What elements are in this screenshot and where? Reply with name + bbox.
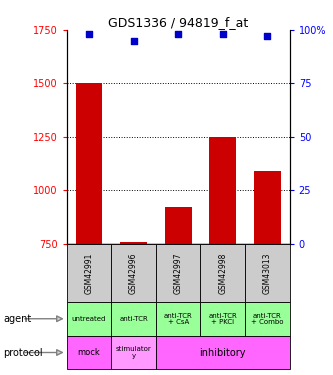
- Bar: [120, 242, 147, 244]
- Text: GSM42996: GSM42996: [129, 252, 138, 294]
- Bar: [200, 244, 245, 302]
- Point: [265, 33, 270, 39]
- Bar: [156, 244, 200, 302]
- Bar: [200, 302, 245, 336]
- Text: stimulator
y: stimulator y: [116, 346, 152, 359]
- Bar: [245, 302, 290, 336]
- Text: anti-TCR
+ Combo: anti-TCR + Combo: [251, 312, 284, 325]
- Title: GDS1336 / 94819_f_at: GDS1336 / 94819_f_at: [108, 16, 248, 29]
- Bar: [209, 137, 236, 244]
- Bar: [67, 244, 111, 302]
- Bar: [67, 302, 111, 336]
- Text: mock: mock: [78, 348, 100, 357]
- Text: untreated: untreated: [72, 316, 106, 322]
- Bar: [165, 207, 191, 244]
- Text: GSM42998: GSM42998: [218, 252, 227, 294]
- Bar: [156, 336, 290, 369]
- Text: GSM43013: GSM43013: [263, 252, 272, 294]
- Text: agent: agent: [3, 314, 32, 324]
- Bar: [76, 84, 102, 244]
- Point: [175, 31, 181, 37]
- Bar: [254, 171, 281, 244]
- Text: anti-TCR: anti-TCR: [119, 316, 148, 322]
- Bar: [111, 244, 156, 302]
- Point: [131, 38, 136, 44]
- Bar: [156, 302, 200, 336]
- Bar: [111, 302, 156, 336]
- Text: inhibitory: inhibitory: [199, 348, 246, 357]
- Point: [86, 31, 92, 37]
- Text: anti-TCR
+ PKCi: anti-TCR + PKCi: [208, 312, 237, 325]
- Bar: [67, 336, 111, 369]
- Bar: [245, 244, 290, 302]
- Point: [220, 31, 225, 37]
- Text: anti-TCR
+ CsA: anti-TCR + CsA: [164, 312, 192, 325]
- Text: GSM42997: GSM42997: [173, 252, 183, 294]
- Text: protocol: protocol: [3, 348, 43, 357]
- Text: GSM42991: GSM42991: [84, 252, 94, 294]
- Bar: [111, 336, 156, 369]
